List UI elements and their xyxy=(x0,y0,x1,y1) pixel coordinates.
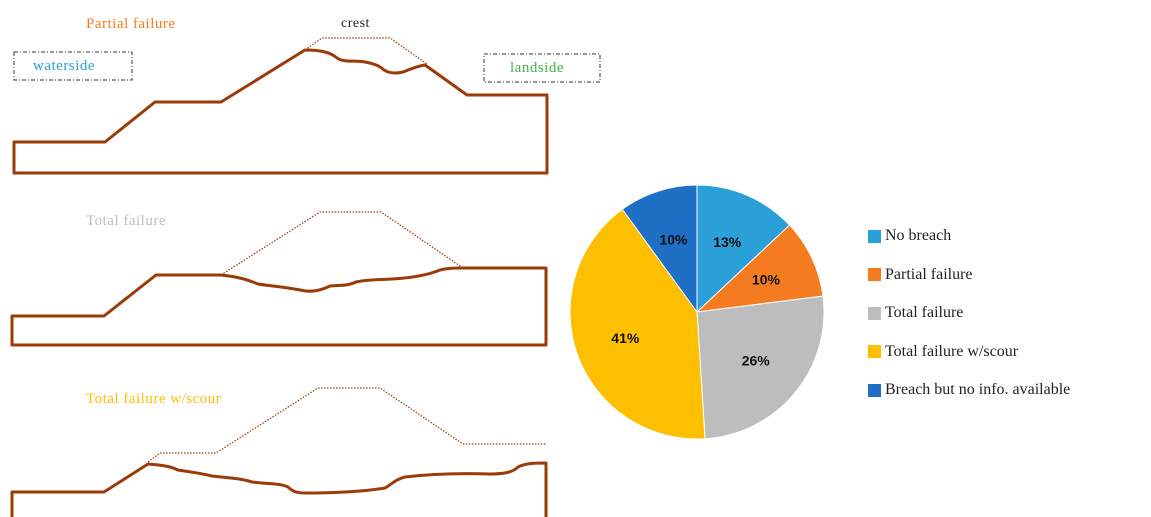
original-crest-outline xyxy=(220,211,464,276)
original-crest-outline xyxy=(304,37,428,65)
legend-swatch xyxy=(868,268,881,281)
landside-label: landside xyxy=(510,60,564,76)
pie-slice-total-failure-w-scour xyxy=(569,208,706,440)
pie-data-label: 13% xyxy=(713,234,742,250)
legend-swatch xyxy=(868,229,881,243)
legend-label: No breach xyxy=(885,227,952,244)
legend-label: Total failure w/scour xyxy=(885,342,1019,360)
crest-label: crest xyxy=(341,16,370,31)
pie-data-label: 10% xyxy=(752,272,781,288)
total-failure-profile xyxy=(10,266,548,347)
landside-box xyxy=(483,53,601,83)
legend-item: Total failure xyxy=(868,304,1070,321)
legend-swatch xyxy=(868,345,881,358)
scour-failure-profile xyxy=(10,461,548,517)
original-crest-outline xyxy=(147,387,546,463)
total-failure-diagram xyxy=(10,211,548,347)
pie-data-label: 10% xyxy=(659,232,688,248)
legend-swatch xyxy=(868,383,881,397)
waterside-box xyxy=(13,51,133,81)
legend-item: Partial failure xyxy=(868,265,1070,283)
legend-label: Breach but no info. available xyxy=(885,381,1071,398)
legend-label: Partial failure xyxy=(885,265,973,283)
legend-swatch xyxy=(868,306,881,320)
chart-legend: No breach Partial failure Total failure Tot… xyxy=(868,227,1071,421)
pie-data-label: 26% xyxy=(742,353,771,369)
pie-data-label: 41% xyxy=(611,330,640,346)
legend-label: Total failure xyxy=(885,304,964,321)
scour-failure-title: Total failure w/scour xyxy=(86,391,222,407)
waterside-label: waterside xyxy=(33,58,95,74)
partial-failure-profile xyxy=(12,48,549,175)
scour-failure-diagram xyxy=(10,387,548,517)
legend-item: Total failure w/scour xyxy=(868,342,1070,360)
legend-item: Breach but no info. available xyxy=(868,381,1071,398)
partial-failure-title: Partial failure xyxy=(86,16,176,32)
pie-slice-breach-but-no-info-available xyxy=(621,184,698,314)
total-failure-title: Total failure xyxy=(86,213,166,229)
partial-failure-diagram xyxy=(12,37,601,175)
legend-item: No breach xyxy=(868,227,1070,244)
pie-slice-no-breach xyxy=(696,184,791,314)
pie-slice-partial-failure xyxy=(695,224,824,313)
pie-slice-total-failure xyxy=(696,295,825,440)
